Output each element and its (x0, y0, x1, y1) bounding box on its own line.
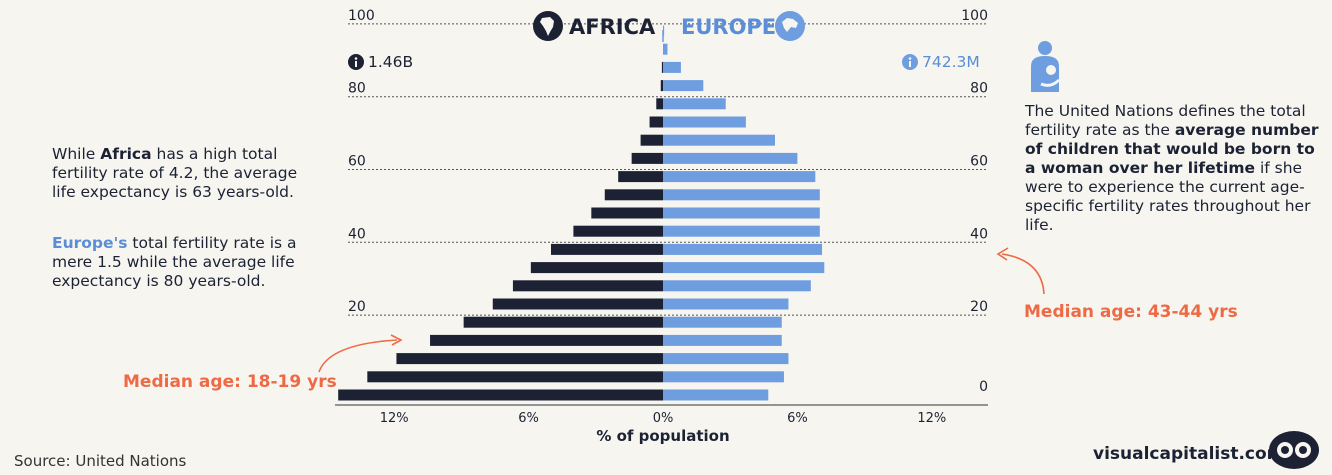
europe-title: EUROPE (681, 15, 777, 39)
bar-africa-0-4 (338, 389, 663, 401)
bar-europe-30-34 (663, 280, 811, 292)
africa-description-text-2: has a high total fertility rate of 4.2, … (52, 145, 298, 201)
africa-description: While Africa has a high total fertility … (52, 145, 322, 202)
x-tick-label: 0% (653, 411, 674, 426)
bar-africa-60-64 (618, 171, 663, 183)
europe-globe-icon (774, 10, 806, 42)
fertility-definition: The United Nations defines the total fer… (1025, 102, 1325, 235)
bar-europe-35-39 (663, 262, 825, 274)
bar-africa-25-29 (492, 298, 663, 310)
bar-africa-70-74 (640, 134, 663, 146)
x-tick-label: 12% (380, 411, 409, 426)
median-arrow-europe (990, 240, 1060, 300)
bar-africa-80-84 (656, 98, 663, 110)
median-arrow-africa (315, 330, 415, 380)
europe-description: Europe's total fertility rate is a mere … (52, 234, 322, 291)
bar-africa-15-19 (430, 334, 663, 346)
y-tick-label-left: 80 (348, 81, 366, 97)
bar-africa-75-79 (649, 116, 663, 128)
bar-europe-80-84 (663, 98, 726, 110)
bar-africa-55-59 (604, 189, 663, 201)
y-tick-label-left: 60 (348, 154, 366, 170)
x-tick-label: 6% (518, 411, 539, 426)
bar-africa-35-39 (530, 262, 663, 274)
x-tick-label: 6% (787, 411, 808, 426)
y-tick-label-left: 20 (348, 299, 366, 315)
europe-description-text: total fertility rate is a mere 1.5 while… (52, 234, 297, 290)
median-age-africa: Median age: 18-19 yrs (123, 372, 337, 392)
bar-africa-50-54 (591, 207, 663, 219)
y-tick-label-right: 100 (961, 8, 988, 24)
africa-description-text: While (52, 145, 101, 163)
bar-europe-20-24 (663, 316, 782, 328)
bar-europe-90-94 (663, 61, 681, 73)
y-tick-label-right: 20 (970, 299, 988, 315)
brand-logo-icon (1268, 428, 1320, 470)
bar-europe-95-99 (663, 43, 668, 55)
bar-europe-50-54 (663, 207, 820, 219)
bar-europe-5-9 (663, 371, 784, 383)
info-icon (902, 54, 918, 70)
brand-name: visualcapitalist.com (1093, 444, 1285, 464)
source-note: Source: United Nations (14, 452, 187, 470)
bar-europe-40-44 (663, 243, 823, 255)
bar-africa-45-49 (573, 225, 663, 237)
y-tick-label-left: 100 (348, 8, 375, 24)
bar-africa-85-89 (660, 80, 663, 92)
bar-europe-0-4 (663, 389, 769, 401)
y-tick-label-right: 80 (970, 81, 988, 97)
bar-africa-20-24 (463, 316, 663, 328)
europe-population: 742.3M (922, 53, 980, 71)
median-age-europe: Median age: 43-44 yrs (1024, 302, 1238, 322)
x-tick-label: 12% (917, 411, 946, 426)
y-tick-label-right: 40 (970, 226, 988, 242)
africa-population: 1.46B (368, 53, 414, 71)
bar-europe-65-69 (663, 152, 798, 164)
bar-europe-25-29 (663, 298, 789, 310)
bar-europe-70-74 (663, 134, 775, 146)
y-tick-label-right: 60 (970, 154, 988, 170)
bar-africa-65-69 (631, 152, 663, 164)
africa-title: AFRICA (569, 15, 656, 39)
mother-child-icon (1025, 40, 1069, 94)
bar-europe-60-64 (663, 171, 816, 183)
bar-europe-75-79 (663, 116, 746, 128)
bar-europe-45-49 (663, 225, 820, 237)
fertility-definition-text: The United Nations defines the total fer… (1025, 102, 1306, 139)
bar-europe-55-59 (663, 189, 820, 201)
fertility-definition-text-2: if she were to experience the current ag… (1025, 159, 1311, 234)
bar-africa-30-34 (512, 280, 663, 292)
x-axis-label: % of population (596, 427, 729, 445)
bar-europe-10-14 (663, 353, 789, 365)
bar-africa-90-94 (661, 61, 663, 73)
fertility-definition-bold: average number of children that would be… (1025, 121, 1319, 177)
bar-europe-15-19 (663, 334, 782, 346)
bar-europe-85-89 (663, 80, 704, 92)
bar-africa-5-9 (367, 371, 663, 383)
y-tick-label-left: 40 (348, 226, 366, 242)
africa-globe-icon (532, 10, 564, 42)
bar-africa-40-44 (551, 243, 663, 255)
bar-europe-100+ (663, 25, 665, 37)
bar-africa-10-14 (396, 353, 663, 365)
africa-description-bold: Africa (100, 145, 152, 163)
info-icon (348, 54, 364, 70)
europe-description-bold: Europe's (52, 234, 128, 252)
y-tick-label-right: 0 (979, 379, 988, 395)
